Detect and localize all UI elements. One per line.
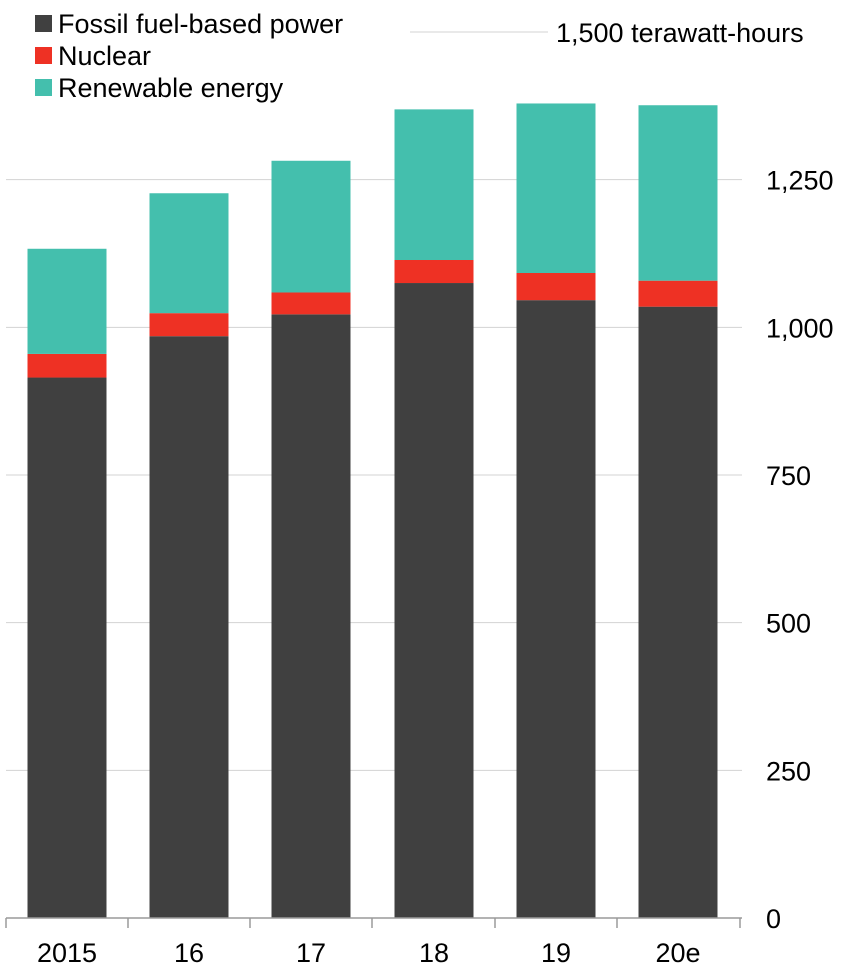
bar-segment xyxy=(516,103,596,273)
bar-segment xyxy=(27,248,107,354)
bar-segment xyxy=(149,313,229,337)
y-tick-label: 1,000 xyxy=(766,313,834,343)
legend-swatch xyxy=(35,79,52,96)
bar-segment xyxy=(149,193,229,314)
y-tick-label: 500 xyxy=(766,609,811,639)
bar-segment xyxy=(271,292,351,315)
bar-segment xyxy=(394,259,474,284)
x-tick-label: 2015 xyxy=(37,938,97,968)
y-tick-label: 0 xyxy=(766,904,781,934)
bar-segment xyxy=(516,272,596,301)
y-tick-label: 1,250 xyxy=(766,166,834,196)
y-tick-label: 250 xyxy=(766,756,811,786)
bar-segment xyxy=(394,283,474,918)
bar-segment xyxy=(271,160,351,293)
legend-swatch xyxy=(35,15,52,32)
legend-label: Fossil fuel-based power xyxy=(58,9,343,39)
x-tick-label: 19 xyxy=(541,938,571,968)
y-tick-label: 1,500 terawatt-hours xyxy=(556,18,804,48)
bar-segment xyxy=(638,280,718,307)
bar-segment xyxy=(394,109,474,260)
bar-segment xyxy=(27,353,107,378)
bar-segment xyxy=(149,336,229,918)
x-tick-label: 17 xyxy=(296,938,326,968)
legend-label: Nuclear xyxy=(58,41,151,71)
x-tick-label: 16 xyxy=(174,938,204,968)
legend-label: Renewable energy xyxy=(58,73,284,103)
bar-segment xyxy=(638,105,718,281)
bar-segment xyxy=(638,306,718,918)
bar-segment xyxy=(271,314,351,919)
bar-segment xyxy=(27,377,107,918)
bar-segment xyxy=(516,300,596,918)
y-tick-label: 750 xyxy=(766,461,811,491)
x-tick-label: 20e xyxy=(655,938,700,968)
legend-swatch xyxy=(35,47,52,64)
x-tick-label: 18 xyxy=(419,938,449,968)
